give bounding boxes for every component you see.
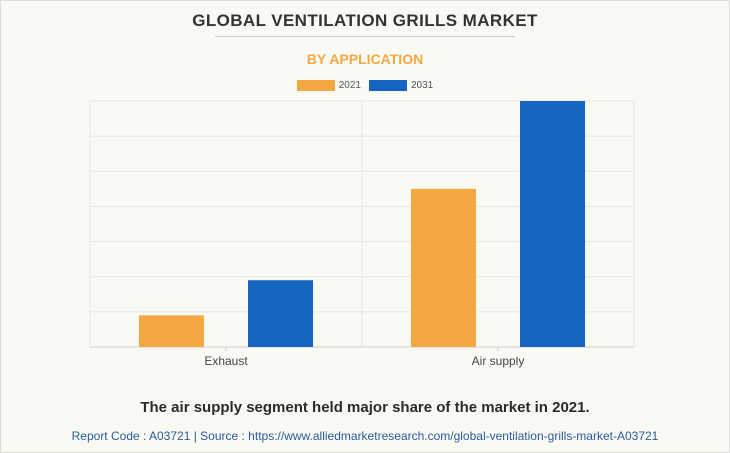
legend-swatch-2021 [296,80,335,91]
bar-2031-air-supply [520,101,585,347]
source-citation: Report Code : A03721 | Source : https://… [71,429,659,443]
title-divider [215,36,515,37]
legend-label-2031: 2031 [411,80,434,91]
bar-2031-exhaust [248,280,313,347]
x-tick-label: Air supply [472,354,525,368]
chart-caption: The air supply segment held major share … [140,399,590,416]
bar-2021-air-supply [411,188,476,347]
legend-item-2021: 2021 [296,80,361,91]
x-tick-label: Exhaust [204,354,248,368]
legend-swatch-2031 [369,80,407,91]
legend-label-2021: 2021 [338,80,361,91]
chart-subtitle: BY APPLICATION [306,51,424,67]
legend-item-2031: 2031 [369,80,433,91]
chart-legend: 2021 2031 [0,80,730,91]
chart-title: GLOBAL VENTILATION GRILLS MARKET [192,11,538,30]
bar-2021-exhaust [139,315,204,347]
